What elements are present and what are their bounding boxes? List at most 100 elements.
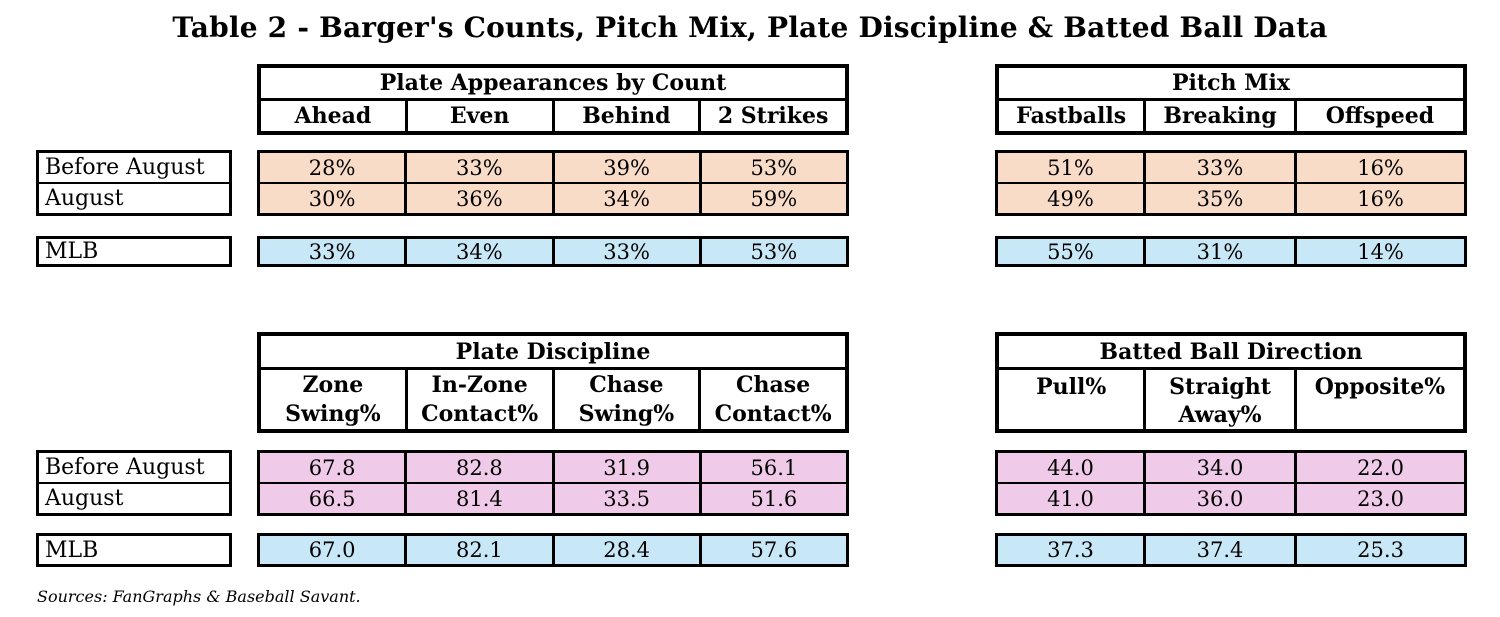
column-header-breaking: Breaking	[1143, 101, 1294, 131]
table-cell: 31.9	[551, 453, 699, 482]
plate-discipline-data: 67.8 82.8 31.9 56.1 66.5 81.4 33.5 51.6	[257, 450, 849, 516]
column-header-even: Even	[404, 101, 552, 131]
table-row: 55% 31% 14%	[998, 239, 1464, 264]
table-cell: 36%	[404, 184, 551, 213]
table-row: 44.0 34.0 22.0	[998, 453, 1464, 482]
table-row: 41.0 36.0 23.0	[998, 482, 1464, 513]
column-header-2strikes: 2 Strikes	[698, 101, 845, 131]
row-label-box-mlb-top: MLB	[36, 236, 232, 267]
table-cell: 30%	[308, 186, 356, 211]
row-labels-bottom: Before August August	[36, 450, 232, 516]
batted-ball-columns: Pull% Straight Away% Opposite%	[999, 370, 1463, 430]
column-header-chase-swing: Chase Swing%	[551, 370, 699, 429]
batted-ball-title: Batted Ball Direction	[999, 336, 1463, 370]
page-title: Table 2 - Barger's Counts, Pitch Mix, Pl…	[172, 11, 1328, 44]
table-cell: 51.6	[698, 484, 846, 513]
batted-ball-data: 44.0 34.0 22.0 41.0 36.0 23.0	[995, 450, 1467, 516]
table-row: 51% 33% 16%	[998, 153, 1464, 182]
pa-by-count-title: Plate Appearances by Count	[261, 68, 845, 101]
column-header-opposite: Opposite%	[1293, 370, 1463, 430]
row-label-box-mlb-bottom: MLB	[36, 533, 232, 567]
table-cell: 44.0	[1047, 455, 1094, 480]
plate-discipline-title: Plate Discipline	[261, 336, 845, 370]
column-header-pull: Pull%	[1036, 374, 1107, 400]
table-cell: 33%	[551, 239, 699, 264]
table-cell: 57.6	[698, 536, 846, 564]
table-cell: 28.4	[551, 536, 699, 564]
column-header-zone-swing: Zone Swing%	[285, 372, 381, 427]
table-cell: 34.0	[1142, 453, 1294, 482]
table-cell: 53%	[698, 153, 846, 182]
table-cell: 14%	[1294, 239, 1464, 264]
table-row: 67.0 82.1 28.4 57.6	[260, 536, 846, 564]
table-cell: 34%	[551, 184, 699, 213]
pitch-mix-mlb-row: 55% 31% 14%	[995, 236, 1467, 267]
table-cell: 33%	[308, 239, 356, 264]
row-label-before-august: Before August	[45, 455, 205, 480]
table-cell: 82.8	[404, 453, 551, 482]
table-row: 30% 36% 34% 59%	[260, 182, 846, 213]
table-row: 28% 33% 39% 53%	[260, 153, 846, 182]
table-cell: 31%	[1142, 239, 1294, 264]
table-cell: 36.0	[1142, 484, 1294, 513]
table-cell: 49%	[1047, 186, 1094, 211]
pitch-mix-header: Pitch Mix Fastballs Breaking Offspeed	[995, 64, 1467, 135]
table-row: 37.3 37.4 25.3	[998, 536, 1464, 564]
column-header-fastballs: Fastballs	[1016, 102, 1127, 129]
table-cell: 55%	[1047, 239, 1094, 264]
table-cell: 28%	[308, 155, 356, 180]
column-header-ahead: Ahead	[294, 102, 372, 129]
pa-by-count-columns: Ahead Even Behind 2 Strikes	[261, 101, 845, 131]
pa-by-count-data: 28% 33% 39% 53% 30% 36% 34% 59%	[257, 150, 849, 216]
table-cell: 25.3	[1294, 536, 1464, 564]
table-cell: 23.0	[1294, 484, 1464, 513]
table-cell: 59%	[698, 184, 846, 213]
table-cell: 81.4	[404, 484, 551, 513]
plate-discipline-header: Plate Discipline Zone Swing% In-Zone Con…	[257, 332, 849, 433]
table-cell: 67.0	[308, 538, 356, 562]
table-cell: 33%	[1142, 153, 1294, 182]
table-cell: 41.0	[1047, 486, 1094, 511]
plate-discipline-mlb-row: 67.0 82.1 28.4 57.6	[257, 533, 849, 567]
table-cell: 22.0	[1294, 453, 1464, 482]
table-cell: 34%	[404, 239, 551, 264]
row-label-mlb: MLB	[45, 239, 99, 264]
table-cell: 67.8	[308, 455, 356, 480]
row-labels-top: Before August August	[36, 150, 232, 216]
row-label-august: August	[39, 182, 229, 213]
table-row: 33% 34% 33% 53%	[260, 239, 846, 264]
pitch-mix-columns: Fastballs Breaking Offspeed	[999, 101, 1463, 131]
pitch-mix-data: 51% 33% 16% 49% 35% 16%	[995, 150, 1467, 216]
table-row: 66.5 81.4 33.5 51.6	[260, 482, 846, 513]
table-cell: 37.3	[1047, 538, 1094, 562]
table-cell: 16%	[1294, 153, 1464, 182]
table-cell: 33.5	[551, 484, 699, 513]
row-label-before-august: Before August	[45, 155, 205, 180]
table-cell: 39%	[551, 153, 699, 182]
table-row: 67.8 82.8 31.9 56.1	[260, 453, 846, 482]
table-cell: 51%	[1047, 155, 1094, 180]
column-header-straight-away: Straight Away%	[1143, 370, 1294, 430]
table-cell: 35%	[1142, 184, 1294, 213]
pa-by-count-header: Plate Appearances by Count Ahead Even Be…	[257, 64, 849, 135]
table-cell: 56.1	[698, 453, 846, 482]
column-header-inzone-contact: In-Zone Contact%	[404, 370, 552, 429]
table-cell: 33%	[404, 153, 551, 182]
table-cell: 82.1	[404, 536, 551, 564]
column-header-behind: Behind	[551, 101, 699, 131]
row-label-mlb: MLB	[45, 537, 99, 563]
batted-ball-header: Batted Ball Direction Pull% Straight Awa…	[995, 332, 1467, 433]
pitch-mix-title: Pitch Mix	[999, 68, 1463, 101]
table-cell: 66.5	[308, 486, 356, 511]
table-cell: 16%	[1294, 184, 1464, 213]
pa-by-count-mlb-row: 33% 34% 33% 53%	[257, 236, 849, 267]
batted-ball-mlb-row: 37.3 37.4 25.3	[995, 533, 1467, 567]
plate-discipline-columns: Zone Swing% In-Zone Contact% Chase Swing…	[261, 370, 845, 429]
column-header-offspeed: Offspeed	[1293, 101, 1463, 131]
sources-note: Sources: FanGraphs & Baseball Savant.	[37, 587, 361, 606]
row-label-august: August	[39, 482, 229, 513]
column-header-chase-contact: Chase Contact%	[698, 370, 845, 429]
table-row: 49% 35% 16%	[998, 182, 1464, 213]
table-cell: 53%	[698, 239, 846, 264]
